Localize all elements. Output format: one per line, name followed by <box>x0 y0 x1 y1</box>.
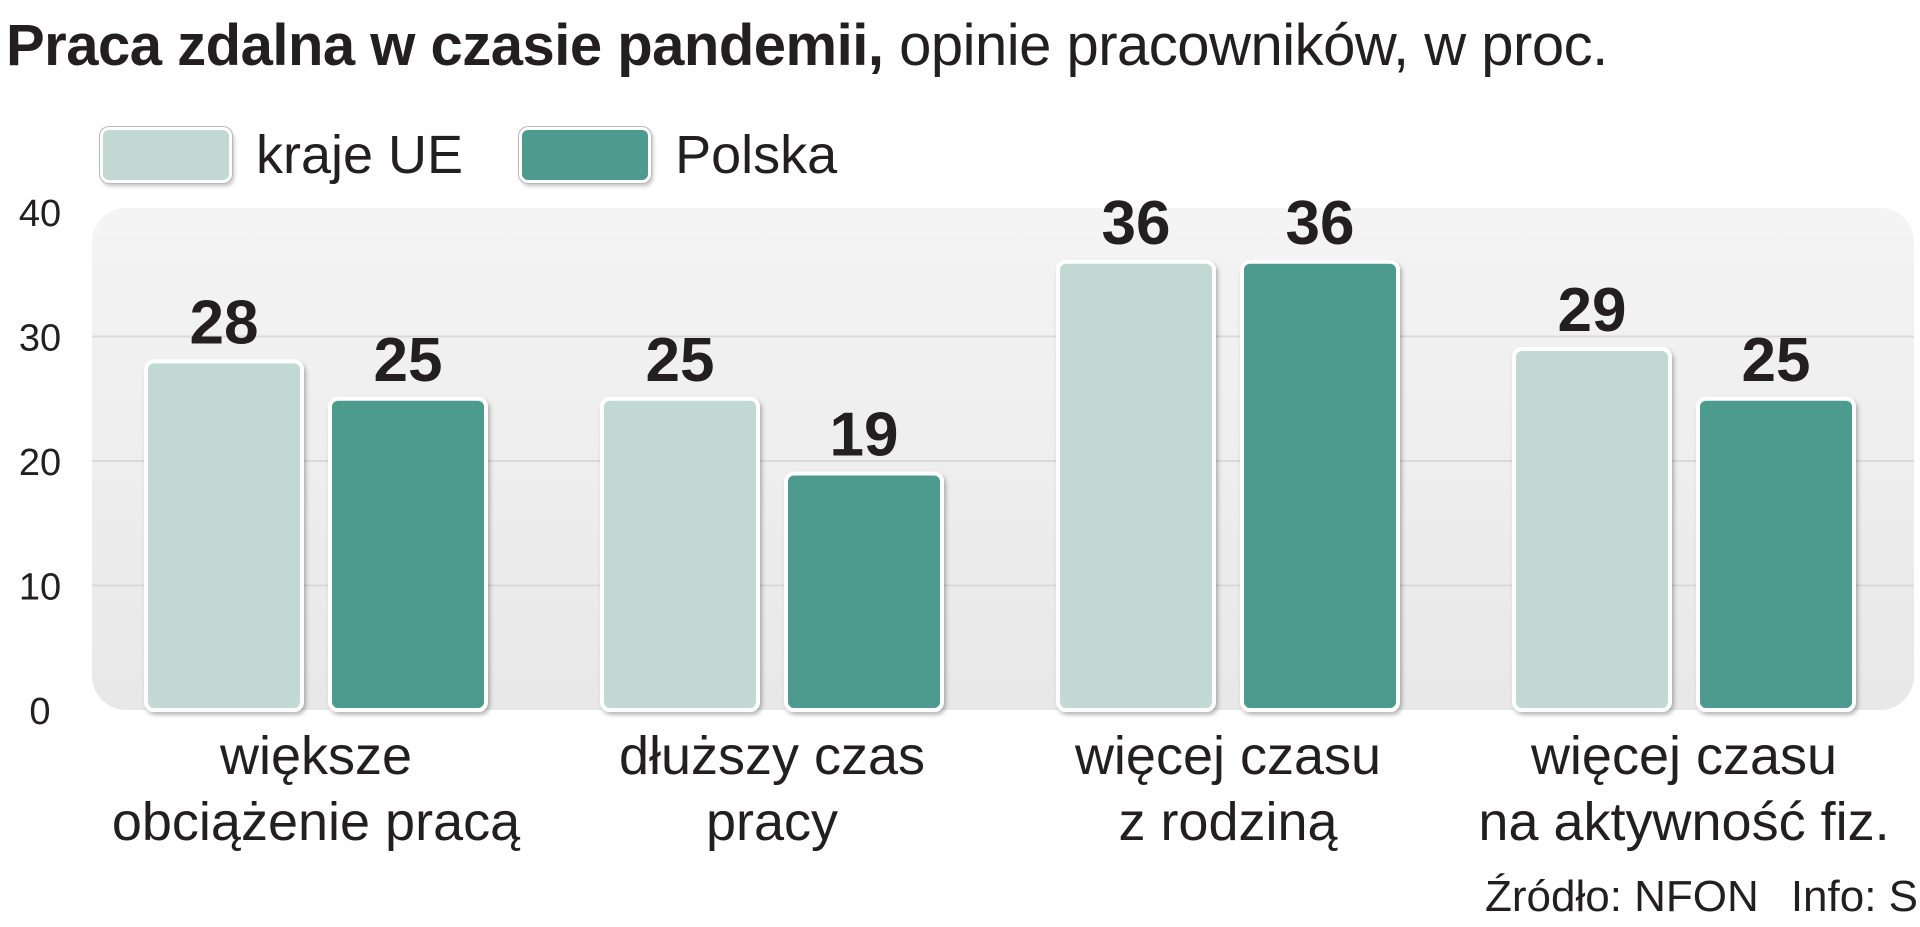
chart-title-main: Praca zdalna w czasie pandemii, <box>6 13 884 78</box>
y-tick-label: 40 <box>19 193 61 235</box>
data-label: 29 <box>1558 276 1627 345</box>
x-tick-label: pracy <box>706 792 838 852</box>
x-tick-label: więcej czasu <box>1074 726 1381 786</box>
x-tick-label: z rodziną <box>1118 792 1338 852</box>
legend-label-eu: kraje UE <box>256 125 464 185</box>
data-label: 25 <box>374 326 443 395</box>
legend-label-poland: Polska <box>675 125 838 185</box>
legend-swatch-eu <box>100 127 232 183</box>
x-tick-label: dłuższy czas <box>619 726 925 786</box>
y-tick-label: 20 <box>19 442 61 484</box>
data-label: 25 <box>646 326 715 395</box>
y-tick-label: 30 <box>19 318 61 360</box>
x-tick-label: obciążenie pracą <box>112 792 521 852</box>
chart-title-subtitle: opinie pracowników, w proc. <box>883 13 1608 78</box>
legend-item-eu: kraje UE <box>100 124 463 186</box>
data-label: 36 <box>1102 189 1171 258</box>
y-tick-label: 0 <box>29 691 50 733</box>
legend-swatch-poland <box>519 127 652 183</box>
bar-poland <box>1696 396 1856 712</box>
x-tick-label: więcej czasu <box>1530 726 1837 786</box>
chart-title: Praca zdalna w czasie pandemii, opinie p… <box>6 6 1608 86</box>
bar-poland <box>328 396 488 712</box>
bar-eu <box>144 359 304 712</box>
bar-eu <box>1512 346 1672 712</box>
x-tick-label: większe <box>219 726 412 786</box>
info-text: Info: S <box>1790 872 1918 921</box>
y-tick-label: 10 <box>19 567 61 609</box>
data-label: 25 <box>1742 326 1811 395</box>
data-label: 19 <box>830 400 899 469</box>
source-credit: Źródło: NFON Info: S <box>1485 867 1918 927</box>
data-label: 36 <box>1286 189 1355 258</box>
bar-eu <box>600 396 760 712</box>
chart-legend: kraje UE Polska <box>100 124 893 186</box>
bar-poland <box>784 471 944 713</box>
x-tick-label: na aktywność fiz. <box>1478 792 1889 852</box>
source-text: Źródło: NFON <box>1484 872 1759 921</box>
data-label: 28 <box>190 288 259 357</box>
bar-eu <box>1056 259 1216 712</box>
bar-poland <box>1240 259 1400 712</box>
legend-item-poland: Polska <box>519 124 837 186</box>
